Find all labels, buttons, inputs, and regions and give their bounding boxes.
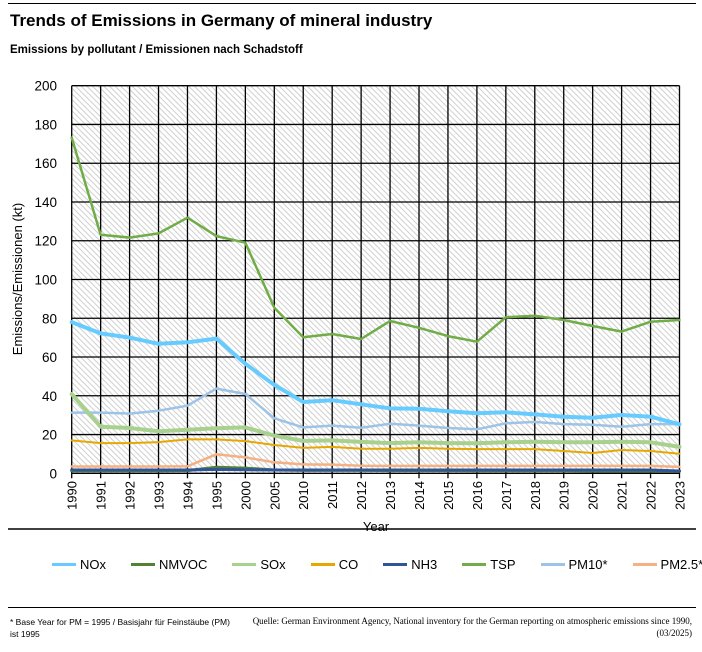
x-tick-label: 1994: [180, 481, 195, 510]
legend-swatch: [462, 563, 487, 566]
line-chart: 0 20 40 60 80 100 120 140 160 180 200 1990 1991 1992…: [8, 79, 696, 534]
y-tick-label: 180: [34, 117, 57, 132]
source-note: Quelle: German Environment Agency, Natio…: [252, 616, 692, 638]
y-axis-title: Emissions/Emissionen (kt): [10, 203, 25, 355]
legend-label: CO: [338, 557, 359, 572]
series-line-nox: [69, 320, 682, 427]
x-tick-label: 1991: [94, 481, 109, 510]
gridlines: [71, 85, 681, 479]
legend-swatch: [131, 563, 155, 566]
x-tick-label: 1990: [65, 481, 80, 510]
x-tick-label: 2014: [412, 481, 427, 510]
legend-item-pm10: PM10*: [540, 557, 608, 572]
x-tick-label: 2013: [383, 481, 398, 510]
series-line-tsp: [70, 136, 681, 343]
legend-item-sox: SOx: [232, 557, 286, 572]
chart-title: Trends of Emissions in Germany of minera…: [10, 11, 433, 30]
x-tick-label: 2020: [586, 481, 601, 510]
y-axis-ticks: 0 20 40 60 80 100 120 140 160 180 200: [34, 79, 57, 482]
series-lines: [69, 136, 682, 473]
x-tick-label: 2021: [615, 481, 630, 510]
y-tick-label: 140: [34, 195, 57, 210]
legend-swatch: [310, 563, 335, 566]
series-line-pm25: [70, 453, 681, 469]
y-tick-label: 100: [34, 273, 57, 288]
footnote: * Base Year for PM = 1995 / Basisjahr fü…: [10, 617, 230, 639]
legend-swatch: [232, 563, 257, 566]
legend-label: PM2.5*: [660, 557, 702, 572]
legend-item-nox: NOx: [52, 557, 106, 572]
x-tick-label: 2012: [354, 481, 369, 510]
legend-item-co: CO: [310, 557, 359, 572]
legend-swatch: [632, 563, 657, 566]
y-tick-label: 120: [34, 234, 57, 249]
series-line-nh3: [70, 467, 681, 473]
y-tick-label: 80: [42, 311, 57, 326]
x-tick-label: 2000: [238, 481, 253, 510]
x-tick-label: 2016: [470, 481, 485, 510]
x-tick-label: 1995: [209, 481, 224, 510]
series-line-sox: [69, 392, 682, 449]
legend-label: TSP: [490, 557, 516, 572]
chart-subtitle: Emissions by pollutant / Emissionen nach…: [10, 44, 303, 56]
x-tick-label: 1993: [152, 481, 167, 510]
x-tick-label: 1992: [123, 481, 138, 510]
y-tick-label: 40: [42, 389, 57, 404]
x-tick-label: 2018: [528, 481, 543, 510]
legend-item-nmvoc: NMVOC: [131, 557, 207, 572]
legend-swatch: [52, 563, 76, 566]
legend-item-tsp: TSP: [462, 557, 516, 572]
top-rule: [8, 3, 696, 4]
series-line-co: [70, 438, 681, 455]
x-tick-label: 2010: [296, 481, 311, 510]
footer-rule: [8, 607, 696, 608]
x-tick-label: 2022: [644, 481, 659, 510]
x-axis-ticks: 1990 1991 1992 1993 1994 1995 2000 2005 2010 2011…: [65, 481, 688, 510]
x-tick-label: 2011: [325, 481, 340, 509]
y-tick-label: 20: [42, 428, 57, 443]
legend-item-pm25: PM2.5*: [632, 557, 702, 572]
legend-label: PM10*: [568, 557, 608, 572]
legend-label: NOx: [80, 557, 106, 572]
series-line-pm10: [70, 387, 681, 431]
y-tick-label: 0: [49, 466, 57, 481]
legend-label: NH3: [411, 557, 438, 572]
y-tick-label: 160: [34, 156, 57, 171]
legend-label: NMVOC: [159, 557, 208, 572]
x-tick-label: 2005: [267, 481, 282, 510]
legend-label: SOx: [260, 557, 286, 572]
y-tick-label: 60: [42, 350, 57, 365]
y-tick-label: 200: [34, 79, 57, 94]
x-tick-label: 2019: [557, 481, 572, 510]
x-tick-label: 2015: [441, 481, 456, 510]
legend-swatch: [383, 563, 408, 566]
legend-item-nh3: NH3: [383, 557, 437, 572]
legend: NOx NMVOC SOx CO NH3 TSP PM10* PM2.5*: [52, 557, 702, 572]
x-tick-label: 2023: [673, 481, 688, 510]
x-axis-title: Year: [363, 519, 390, 534]
x-tick-label: 2017: [499, 481, 514, 510]
legend-swatch: [540, 563, 565, 566]
